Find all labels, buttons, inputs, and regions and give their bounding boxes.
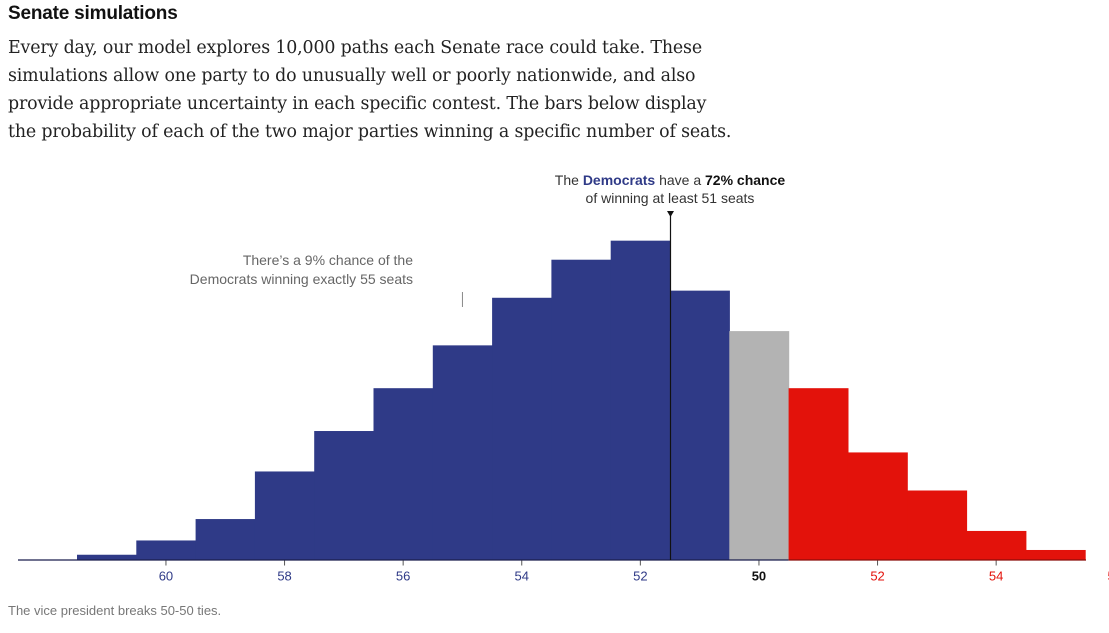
threshold-mid: have a — [655, 172, 705, 188]
threshold-annotation-line1: The Democrats have a 72% chance — [555, 172, 786, 188]
bar-d-54 — [492, 297, 552, 560]
bar-d-55 — [432, 345, 493, 560]
description-line: simulations allow one party to do unusua… — [8, 66, 696, 86]
x-tick-label: 52 — [870, 569, 884, 584]
threshold-chance: 72% chance — [705, 172, 785, 188]
bar-d-61 — [77, 554, 137, 560]
chart-title: Senate simulations — [8, 3, 178, 24]
description-line: the probability of each of the two major… — [8, 122, 732, 142]
bar-d-60 — [136, 540, 197, 560]
bar-d-59 — [195, 519, 256, 560]
x-axis: 60 58 56 54 52 50 52 54 56 — [18, 559, 1109, 584]
bar-d-52 — [610, 240, 671, 560]
bar-note-line2: Democrats winning exactly 55 seats — [190, 271, 413, 287]
threshold-party: Democrats — [583, 172, 656, 188]
description-line: provide appropriate uncertainty in each … — [8, 94, 707, 114]
bar-r-54 — [966, 530, 1027, 560]
bar-r-51 — [788, 388, 849, 560]
bar-r-52 — [847, 452, 908, 560]
x-tick-label: 56 — [396, 569, 410, 584]
description-line: Every day, our model explores 10,000 pat… — [8, 38, 702, 58]
chart-description: Every day, our model explores 10,000 pat… — [8, 34, 738, 146]
x-tick-label: 50 — [752, 569, 766, 584]
footnote: The vice president breaks 50-50 ties. — [8, 603, 222, 618]
threshold-annotation-line2: of winning at least 51 seats — [586, 190, 755, 206]
threshold-arrow-icon — [667, 211, 674, 217]
bar-tie-50-50 — [729, 331, 790, 560]
annotations-group: The Democrats have a 72% chance of winni… — [190, 172, 786, 560]
bar-r-55 — [1025, 549, 1086, 560]
bar-d-51 — [670, 290, 730, 560]
x-tick-label: 54 — [515, 569, 529, 584]
bar-d-57 — [314, 431, 375, 560]
bar-d-56 — [373, 388, 434, 560]
x-tick-label: 54 — [989, 569, 1003, 584]
x-tick-label: 58 — [277, 569, 291, 584]
x-tick-label: 52 — [633, 569, 647, 584]
bars-group — [77, 240, 1086, 560]
threshold-pre: The — [555, 172, 583, 188]
x-tick-label: 60 — [159, 569, 173, 584]
bar-note-line1: There’s a 9% chance of the — [243, 252, 413, 268]
bar-r-53 — [907, 490, 968, 560]
x-tick-label: 56 — [1108, 569, 1109, 584]
bar-d-53 — [551, 259, 612, 560]
bar-d-58 — [254, 471, 315, 560]
